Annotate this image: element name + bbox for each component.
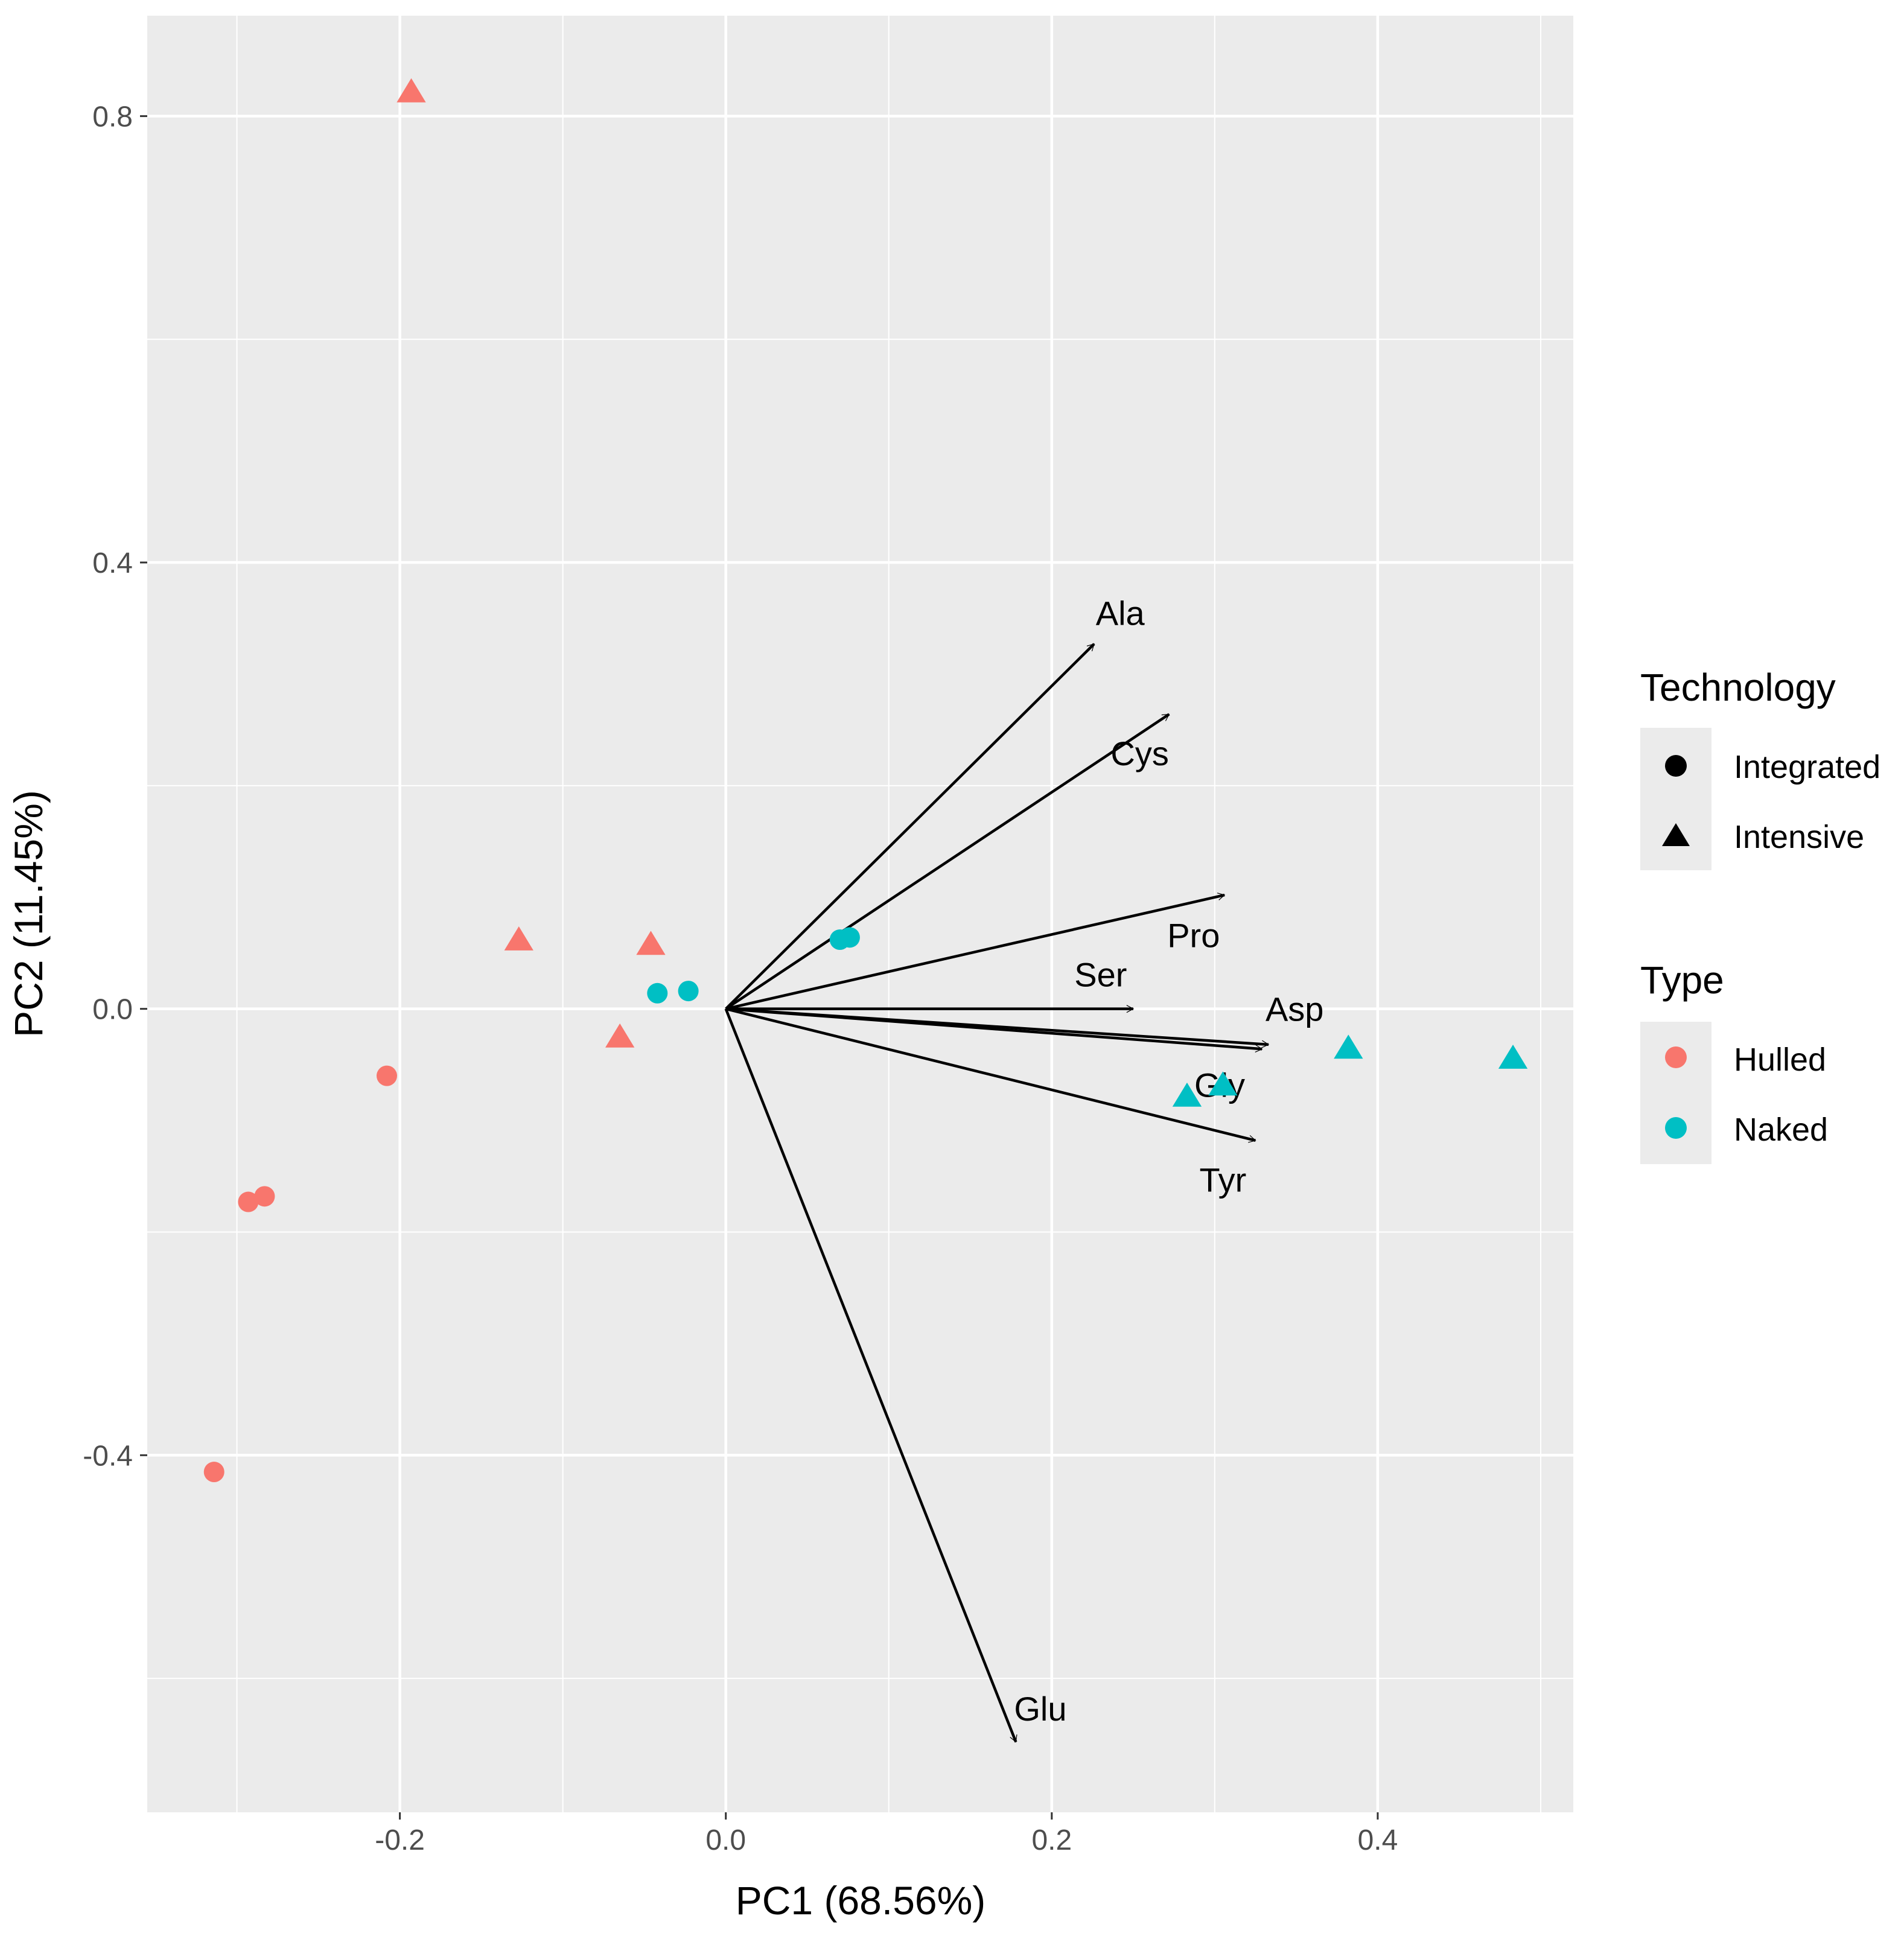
legend-label-hulled: Hulled xyxy=(1734,1042,1826,1078)
point-hulled-intensive xyxy=(605,1023,635,1048)
y-tick-label: -0.4 xyxy=(83,1440,133,1472)
point-hulled-integrated xyxy=(238,1191,259,1212)
legend-technology-title: Technology xyxy=(1640,666,1836,709)
grid-minor xyxy=(147,16,1573,1812)
point-naked-intensive xyxy=(1498,1044,1528,1069)
point-naked-intensive xyxy=(1172,1082,1202,1107)
legend-label-naked: Naked xyxy=(1734,1112,1828,1148)
arrow-label-asp: Asp xyxy=(1266,990,1324,1028)
legend-type-keys xyxy=(1640,1022,1711,1164)
legend-technology-keys xyxy=(1640,728,1711,870)
legend-label-intensive: Intensive xyxy=(1734,819,1864,855)
arrow-cys xyxy=(725,713,1170,1010)
legend-label-integrated: Integrated xyxy=(1734,749,1880,785)
arrow-label-glu: Glu xyxy=(1014,1690,1066,1728)
x-tick-label: -0.2 xyxy=(375,1824,425,1856)
loading-arrows: AlaCysProSerAspGlyTyrGlu xyxy=(724,594,1324,1743)
score-points xyxy=(203,78,1528,1483)
arrow-label-cys: Cys xyxy=(1110,734,1168,772)
arrow-label-tyr: Tyr xyxy=(1199,1161,1246,1199)
legend-type-title: Type xyxy=(1640,958,1724,1002)
legend-key-naked xyxy=(1665,1117,1687,1139)
point-naked-integrated xyxy=(839,927,860,948)
x-axis-title: PC1 (68.56%) xyxy=(736,1878,986,1923)
arrow-tyr xyxy=(725,1007,1256,1143)
point-hulled-intensive xyxy=(396,78,426,103)
y-tick-label: 0.0 xyxy=(92,994,133,1026)
arrow-ala xyxy=(725,643,1095,1010)
legend-key-hulled xyxy=(1665,1046,1687,1068)
point-naked-integrated xyxy=(678,981,699,1002)
legend-key-integrated xyxy=(1665,755,1687,777)
legend: Technology Integrated Intensive Type Hul… xyxy=(1640,666,1880,1164)
point-hulled-integrated xyxy=(203,1462,224,1483)
arrow-gly xyxy=(725,1007,1263,1052)
y-axis-ticks: -0.4 0.0 0.4 0.8 xyxy=(83,101,147,1472)
x-tick-label: 0.0 xyxy=(705,1824,746,1856)
point-naked-intensive xyxy=(1208,1071,1238,1096)
legend-key-intensive xyxy=(1662,823,1690,846)
arrow-label-ala: Ala xyxy=(1096,594,1145,632)
arrow-pro xyxy=(725,893,1226,1010)
point-naked-integrated xyxy=(647,982,668,1004)
y-tick-label: 0.4 xyxy=(92,547,133,579)
point-hulled-intensive xyxy=(504,926,533,951)
arrow-label-pro: Pro xyxy=(1167,917,1220,955)
point-naked-intensive xyxy=(1334,1034,1363,1059)
point-hulled-integrated xyxy=(254,1186,275,1207)
y-tick-label: 0.8 xyxy=(92,101,133,133)
x-tick-label: 0.4 xyxy=(1358,1824,1398,1856)
x-axis-ticks: -0.2 0.0 0.2 0.4 xyxy=(375,1812,1398,1856)
grid-major xyxy=(147,16,1573,1812)
x-tick-label: 0.2 xyxy=(1031,1824,1072,1856)
point-hulled-integrated xyxy=(376,1065,397,1086)
arrow-label-ser: Ser xyxy=(1074,955,1127,993)
point-hulled-intensive xyxy=(636,931,666,955)
y-axis-title: PC2 (11.45%) xyxy=(6,790,51,1037)
plot-panel xyxy=(147,16,1573,1812)
arrow-glu xyxy=(724,1008,1017,1743)
